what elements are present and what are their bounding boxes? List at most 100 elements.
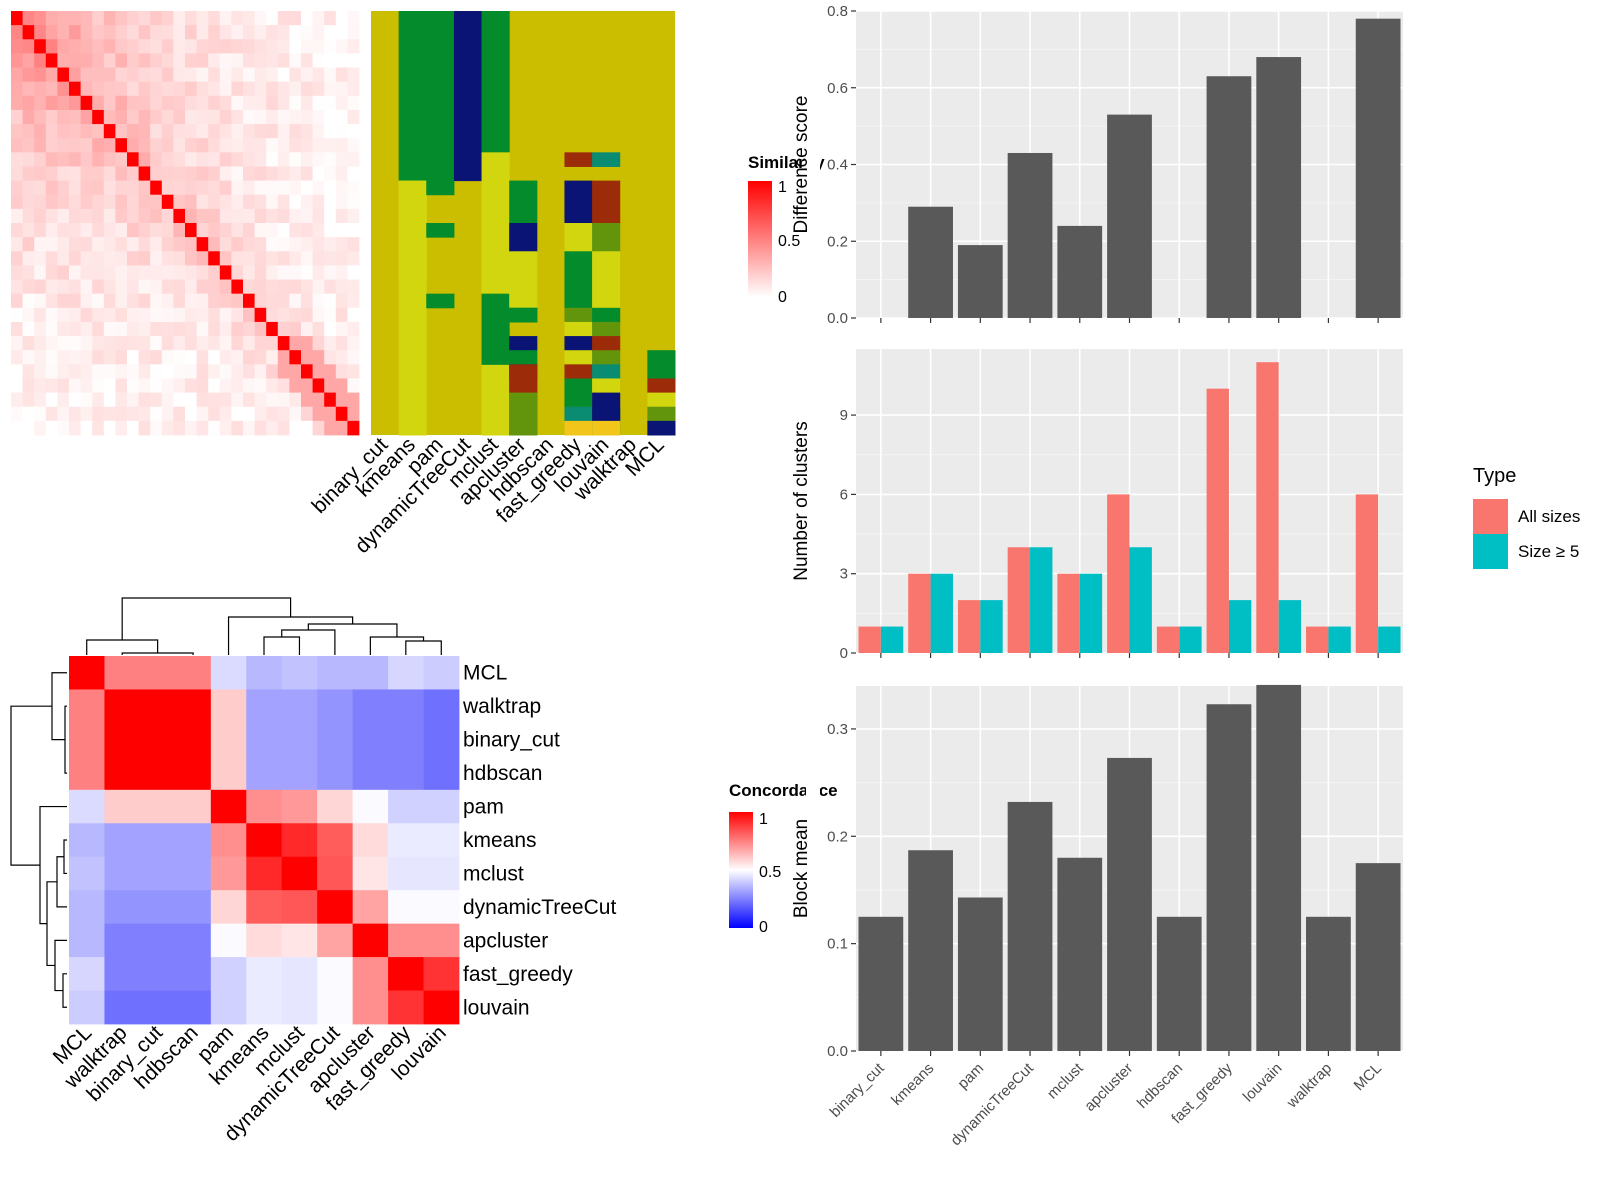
similarity-cell xyxy=(115,279,128,295)
similarity-cell xyxy=(196,109,209,125)
similarity-cell xyxy=(243,180,255,196)
y-tick-label: 0.3 xyxy=(827,721,848,738)
similarity-cell xyxy=(347,321,360,337)
similarity-cell xyxy=(301,420,313,436)
similarity-cell xyxy=(277,223,290,238)
similarity-cell xyxy=(69,67,81,83)
similarity-cell xyxy=(231,138,244,153)
similarity-cell xyxy=(57,81,70,97)
similarity-cell xyxy=(34,53,47,68)
similarity-cell xyxy=(277,39,290,54)
similarity-cell xyxy=(161,364,174,379)
similarity-cell xyxy=(150,81,163,97)
legend-title-mask xyxy=(806,776,820,806)
bar xyxy=(980,600,1003,653)
similarity-cell xyxy=(219,53,232,68)
similarity-cell xyxy=(185,321,197,337)
similarity-cell xyxy=(301,392,313,408)
similarity-cell xyxy=(45,279,58,295)
similarity-cell xyxy=(324,25,337,40)
cluster-cell xyxy=(509,180,538,224)
similarity-cell xyxy=(219,109,232,125)
similarity-cell xyxy=(34,11,47,26)
similarity-cell xyxy=(301,124,313,139)
concordance-cell xyxy=(175,823,212,858)
similarity-cell xyxy=(45,293,58,309)
concordance-cell xyxy=(423,890,460,925)
legend-label-size-5: Size ≥ 5 xyxy=(1518,542,1579,561)
similarity-cell xyxy=(196,25,209,40)
cluster-cell xyxy=(509,307,538,323)
similarity-cell xyxy=(138,251,151,266)
similarity-cell xyxy=(254,208,267,224)
similarity-cell xyxy=(69,39,81,54)
similarity-cell xyxy=(185,364,197,379)
similarity-legend-title: Similarity xyxy=(748,153,825,172)
similarity-cell xyxy=(301,406,313,422)
similarity-cell xyxy=(92,124,105,139)
similarity-cell xyxy=(150,350,163,365)
similarity-cell xyxy=(22,265,35,280)
similarity-cell xyxy=(219,307,232,323)
similarity-cell xyxy=(57,307,70,323)
concordance-cell xyxy=(104,756,141,791)
similarity-cell xyxy=(196,321,209,337)
similarity-cell xyxy=(196,81,209,97)
similarity-cell xyxy=(289,321,302,337)
concordance-legend-tick: 0 xyxy=(759,919,768,936)
similarity-cell xyxy=(127,293,139,309)
concordance-row-label: binary_cut xyxy=(463,729,560,752)
similarity-cell xyxy=(115,124,128,139)
similarity-cell xyxy=(161,25,174,40)
similarity-cell xyxy=(231,378,244,393)
similarity-cell xyxy=(127,364,139,379)
similarity-cell xyxy=(196,336,209,351)
similarity-cell xyxy=(150,180,163,196)
similarity-cell xyxy=(254,194,267,210)
cluster-cell xyxy=(647,350,676,379)
bar xyxy=(1206,76,1252,318)
similarity-cell xyxy=(185,350,197,365)
similarity-cell xyxy=(69,81,81,97)
similarity-cell xyxy=(277,11,290,26)
concordance-legend-tick: 1 xyxy=(759,811,768,828)
similarity-cell xyxy=(34,81,47,97)
similarity-cell xyxy=(45,406,58,422)
similarity-cell xyxy=(243,53,255,68)
similarity-cell xyxy=(335,67,348,83)
similarity-cell xyxy=(243,279,255,295)
similarity-cell xyxy=(103,39,116,54)
similarity-cell xyxy=(335,39,348,54)
similarity-legend-bar xyxy=(748,181,772,297)
similarity-cell xyxy=(266,293,279,309)
similarity-cell xyxy=(115,420,128,436)
concordance-cell xyxy=(69,990,105,1025)
concordance-cell xyxy=(352,990,389,1025)
similarity-cell xyxy=(127,124,139,139)
similarity-cell xyxy=(80,166,93,181)
similarity-cell xyxy=(231,364,244,379)
concordance-row-label: louvain xyxy=(463,996,530,1019)
similarity-cell xyxy=(301,307,313,323)
similarity-cell xyxy=(196,124,209,139)
similarity-cell xyxy=(115,378,128,393)
similarity-cell xyxy=(208,95,221,111)
concordance-cell xyxy=(388,823,424,858)
similarity-cell xyxy=(347,11,360,26)
concordance-cell xyxy=(69,789,105,824)
similarity-cell xyxy=(80,25,93,40)
concordance-cell xyxy=(210,856,247,891)
similarity-cell xyxy=(103,25,116,40)
similarity-cell xyxy=(219,293,232,309)
similarity-cell xyxy=(196,378,209,393)
similarity-cell xyxy=(45,307,58,323)
cluster-cell xyxy=(509,279,538,309)
similarity-cell xyxy=(34,364,47,379)
dendrogram-link xyxy=(121,597,292,640)
similarity-cell xyxy=(208,251,221,266)
similarity-cell xyxy=(115,138,128,153)
similarity-cell xyxy=(138,378,151,393)
similarity-cell xyxy=(173,293,186,309)
similarity-cell xyxy=(57,25,70,40)
similarity-cell xyxy=(335,237,348,252)
